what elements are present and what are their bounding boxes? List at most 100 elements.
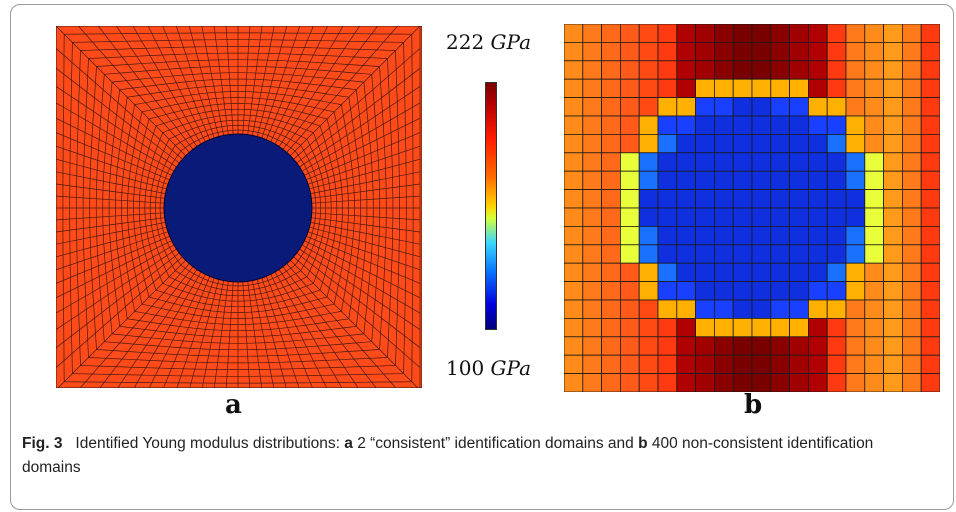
grid-cell	[695, 373, 715, 392]
grid-cell	[620, 170, 640, 190]
grid-cell	[826, 189, 847, 209]
grid-cell	[657, 78, 678, 99]
grid-cell	[770, 97, 791, 117]
grid-cell	[695, 152, 715, 172]
grid-cell	[601, 60, 621, 80]
grid-cell	[901, 225, 922, 246]
grid-cell	[713, 134, 734, 154]
grid-cell	[732, 115, 753, 135]
grid-cell	[864, 225, 884, 246]
grid-cell	[713, 244, 734, 264]
grid-cell	[826, 78, 847, 99]
grid-cell	[789, 336, 809, 356]
grid-cell	[620, 336, 640, 356]
grid-cell	[901, 60, 922, 80]
grid-cell	[676, 24, 697, 43]
grid-cell	[564, 115, 584, 135]
grid-cell	[601, 207, 621, 227]
grid-cell	[676, 97, 697, 117]
grid-cell	[883, 354, 903, 375]
grid-cell	[920, 299, 940, 319]
grid-cell	[638, 225, 659, 246]
grid-cell	[826, 207, 847, 227]
grid-cell	[676, 170, 697, 190]
grid-cell	[807, 336, 828, 356]
grid-cell	[732, 225, 753, 246]
grid-cell	[732, 97, 753, 117]
grid-cell	[620, 152, 640, 172]
grid-cell	[676, 244, 697, 264]
grid-cell	[751, 134, 772, 154]
grid-cell	[789, 225, 809, 246]
grid-cell	[883, 152, 903, 172]
grid-cell	[676, 189, 697, 209]
colorbar-max-value: 222	[446, 30, 485, 54]
grid-cell	[826, 170, 847, 190]
grid-cell	[864, 244, 884, 264]
grid-cell	[657, 281, 678, 301]
grid-cell	[713, 60, 734, 80]
grid-cell	[620, 207, 640, 227]
grid-cell	[826, 24, 847, 43]
grid-cell	[789, 134, 809, 154]
grid-cell	[601, 225, 621, 246]
grid-cell	[732, 354, 753, 375]
grid-cell	[845, 336, 866, 356]
grid-cell	[770, 336, 791, 356]
grid-cell	[789, 317, 809, 338]
grid-cell	[901, 281, 922, 301]
grid-cell	[713, 115, 734, 135]
grid-cell	[845, 41, 866, 62]
grid-cell	[920, 354, 940, 375]
grid-cell	[826, 97, 847, 117]
grid-cell	[826, 373, 847, 392]
grid-cell	[657, 299, 678, 319]
grid-cell	[883, 262, 903, 282]
grid-cell	[845, 115, 866, 135]
grid-cell	[713, 41, 734, 62]
grid-cell	[789, 115, 809, 135]
grid-cell	[751, 336, 772, 356]
grid-cell	[601, 134, 621, 154]
grid-cell	[695, 115, 715, 135]
grid-cell	[564, 60, 584, 80]
grid-cell	[807, 225, 828, 246]
grid-cell	[657, 41, 678, 62]
grid-cell	[638, 24, 659, 43]
grid-cell	[676, 281, 697, 301]
grid-cell	[920, 115, 940, 135]
grid-cell	[601, 299, 621, 319]
grid-cell	[620, 60, 640, 80]
grid-cell	[564, 24, 584, 43]
grid-cell	[770, 189, 791, 209]
grid-cell	[901, 262, 922, 282]
grid-cell	[864, 134, 884, 154]
grid-cell	[657, 354, 678, 375]
grid-cell	[695, 41, 715, 62]
grid-cell	[657, 373, 678, 392]
grid-cell	[789, 97, 809, 117]
grid-cell	[826, 152, 847, 172]
grid-cell	[864, 41, 884, 62]
grid-cell	[751, 354, 772, 375]
grid-cell	[901, 207, 922, 227]
panel-b-label: b	[744, 390, 763, 420]
grid-cell	[638, 207, 659, 227]
grid-cell	[676, 354, 697, 375]
grid-cell	[582, 152, 602, 172]
grid-cell	[564, 170, 584, 190]
grid-cell	[638, 152, 659, 172]
grid-cell	[807, 134, 828, 154]
grid-cell	[920, 262, 940, 282]
grid-cell	[864, 97, 884, 117]
grid-cell	[695, 78, 715, 99]
grid-cell	[582, 244, 602, 264]
grid-cell	[845, 152, 866, 172]
grid-cell	[920, 244, 940, 264]
caption-bold-a: a	[344, 435, 353, 452]
grid-cell	[676, 317, 697, 338]
grid-cell	[920, 97, 940, 117]
grid-cell	[864, 317, 884, 338]
grid-cell	[564, 41, 584, 62]
grid-cell	[695, 244, 715, 264]
